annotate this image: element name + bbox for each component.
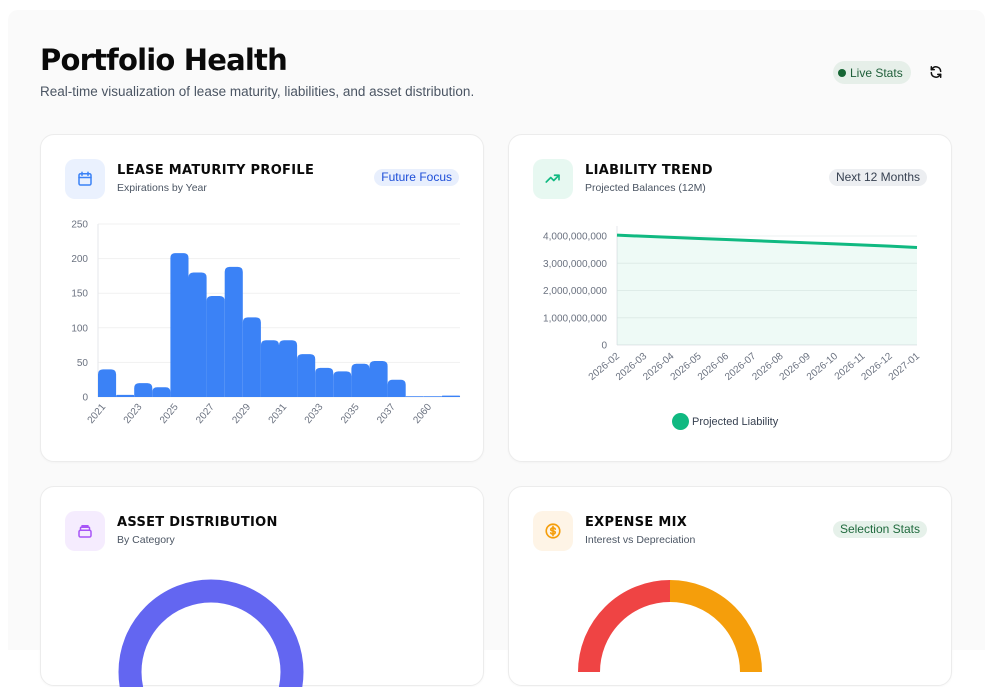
svg-text:2023: 2023 xyxy=(122,402,145,426)
svg-text:2035: 2035 xyxy=(339,402,362,426)
bar-2033[interactable] xyxy=(315,367,334,397)
live-stats-label: Live Stats xyxy=(850,65,903,80)
future-focus-pill: Future Focus xyxy=(374,169,459,186)
card-header: LEASE MATURITY PROFILE Expirations by Ye… xyxy=(65,159,459,199)
bar-2029[interactable] xyxy=(242,317,261,397)
refresh-button[interactable] xyxy=(927,63,945,81)
trending-up-icon xyxy=(545,174,560,183)
donut-segment-interest[interactable] xyxy=(578,580,671,673)
icon-box xyxy=(533,511,573,551)
expense-mix-donut-chart xyxy=(578,580,762,673)
bar-2026[interactable] xyxy=(188,272,207,397)
icon-box xyxy=(533,159,573,199)
svg-text:4,000,000,000: 4,000,000,000 xyxy=(543,232,607,243)
card-subtitle: Projected Balances (12M) xyxy=(585,182,706,194)
refresh-icon xyxy=(930,65,942,79)
bar-2034[interactable] xyxy=(333,371,352,397)
card-header: LIABILITY TREND Projected Balances (12M)… xyxy=(533,159,927,199)
selection-stats-pill: Selection Stats xyxy=(832,521,927,538)
bar-2021[interactable] xyxy=(98,369,117,397)
dashboard-page: Portfolio Health Real-time visualization… xyxy=(8,10,985,687)
card-subtitle: Interest vs Depreciation xyxy=(585,534,696,546)
svg-text:0: 0 xyxy=(601,341,607,352)
svg-text:1,000,000,000: 1,000,000,000 xyxy=(543,313,607,324)
liability-trend-card: LIABILITY TREND Projected Balances (12M)… xyxy=(508,134,952,462)
svg-text:250: 250 xyxy=(71,220,88,231)
bar-2037[interactable] xyxy=(387,379,406,397)
bar-2025[interactable] xyxy=(170,253,189,397)
bar-2031[interactable] xyxy=(279,340,298,397)
bar-2024[interactable] xyxy=(152,387,171,397)
bar-2028[interactable] xyxy=(224,266,243,397)
lease-maturity-card: LEASE MATURITY PROFILE Expirations by Ye… xyxy=(40,134,484,462)
svg-text:2033: 2033 xyxy=(303,402,326,426)
legend-label: Projected Liability xyxy=(692,415,779,428)
svg-text:50: 50 xyxy=(77,358,89,369)
live-indicator-dot xyxy=(838,68,846,77)
bar-2022[interactable] xyxy=(116,394,135,397)
asset-distribution-donut-chart xyxy=(118,579,304,687)
svg-text:2060: 2060 xyxy=(411,402,434,426)
dollar-circle-icon xyxy=(545,523,561,539)
svg-text:2027: 2027 xyxy=(194,402,217,426)
bar-2032[interactable] xyxy=(297,354,316,397)
lease-maturity-bar-chart: 0 50 100 150 200 250 2021 2023 2025 2027 2029 2031 2… xyxy=(71,220,460,426)
card-subtitle: By Category xyxy=(117,534,175,546)
page-title: Portfolio Health xyxy=(40,43,288,77)
card-header: EXPENSE MIX Interest vs Depreciation Sel… xyxy=(533,511,927,551)
svg-text:2027-01: 2027-01 xyxy=(887,351,923,383)
card-header: ASSET DISTRIBUTION By Category xyxy=(65,511,459,551)
bar-2027[interactable] xyxy=(206,295,225,397)
bar-2023[interactable] xyxy=(134,383,153,397)
next-12-months-pill: Next 12 Months xyxy=(828,169,927,186)
svg-text:2025: 2025 xyxy=(158,402,181,426)
card-title: LIABILITY TREND xyxy=(585,163,713,178)
bar-2038[interactable] xyxy=(405,396,424,397)
bar-2060[interactable] xyxy=(423,396,442,397)
bar-2035[interactable] xyxy=(351,363,370,397)
bar-2030[interactable] xyxy=(260,340,279,397)
svg-text:0: 0 xyxy=(82,393,88,404)
archive-icon xyxy=(78,525,92,538)
bar-2036[interactable] xyxy=(369,361,388,397)
bar-2061[interactable] xyxy=(441,395,460,397)
svg-text:150: 150 xyxy=(71,289,88,300)
live-stats-badge: Live Stats xyxy=(833,61,911,84)
svg-text:200: 200 xyxy=(71,254,88,265)
liability-line[interactable] xyxy=(616,233,918,249)
chart-legend[interactable]: Projected Liability xyxy=(672,413,778,430)
svg-text:3,000,000,000: 3,000,000,000 xyxy=(543,259,607,270)
card-title: EXPENSE MIX xyxy=(585,515,688,530)
svg-text:2,000,000,000: 2,000,000,000 xyxy=(543,286,607,297)
calendar-icon xyxy=(78,171,92,186)
svg-text:2031: 2031 xyxy=(267,402,290,426)
legend-swatch xyxy=(672,413,689,430)
icon-box xyxy=(65,159,105,199)
donut-segment[interactable] xyxy=(118,579,304,687)
svg-text:2029: 2029 xyxy=(230,402,253,426)
card-subtitle: Expirations by Year xyxy=(117,182,207,194)
expense-mix-card: EXPENSE MIX Interest vs Depreciation Sel… xyxy=(508,486,952,686)
svg-text:100: 100 xyxy=(71,323,88,334)
page-subtitle: Real-time visualization of lease maturit… xyxy=(40,84,475,99)
asset-distribution-card: ASSET DISTRIBUTION By Category xyxy=(40,486,484,687)
donut-segment-depreciation[interactable] xyxy=(669,580,762,673)
svg-text:2037: 2037 xyxy=(375,402,398,426)
card-title: LEASE MATURITY PROFILE xyxy=(117,163,315,178)
liability-trend-area-chart: 0 1,000,000,000 2,000,000,000 3,000,000,000… xyxy=(543,226,923,383)
svg-text:2021: 2021 xyxy=(86,402,109,426)
card-title: ASSET DISTRIBUTION xyxy=(117,515,278,530)
icon-box xyxy=(65,511,105,551)
